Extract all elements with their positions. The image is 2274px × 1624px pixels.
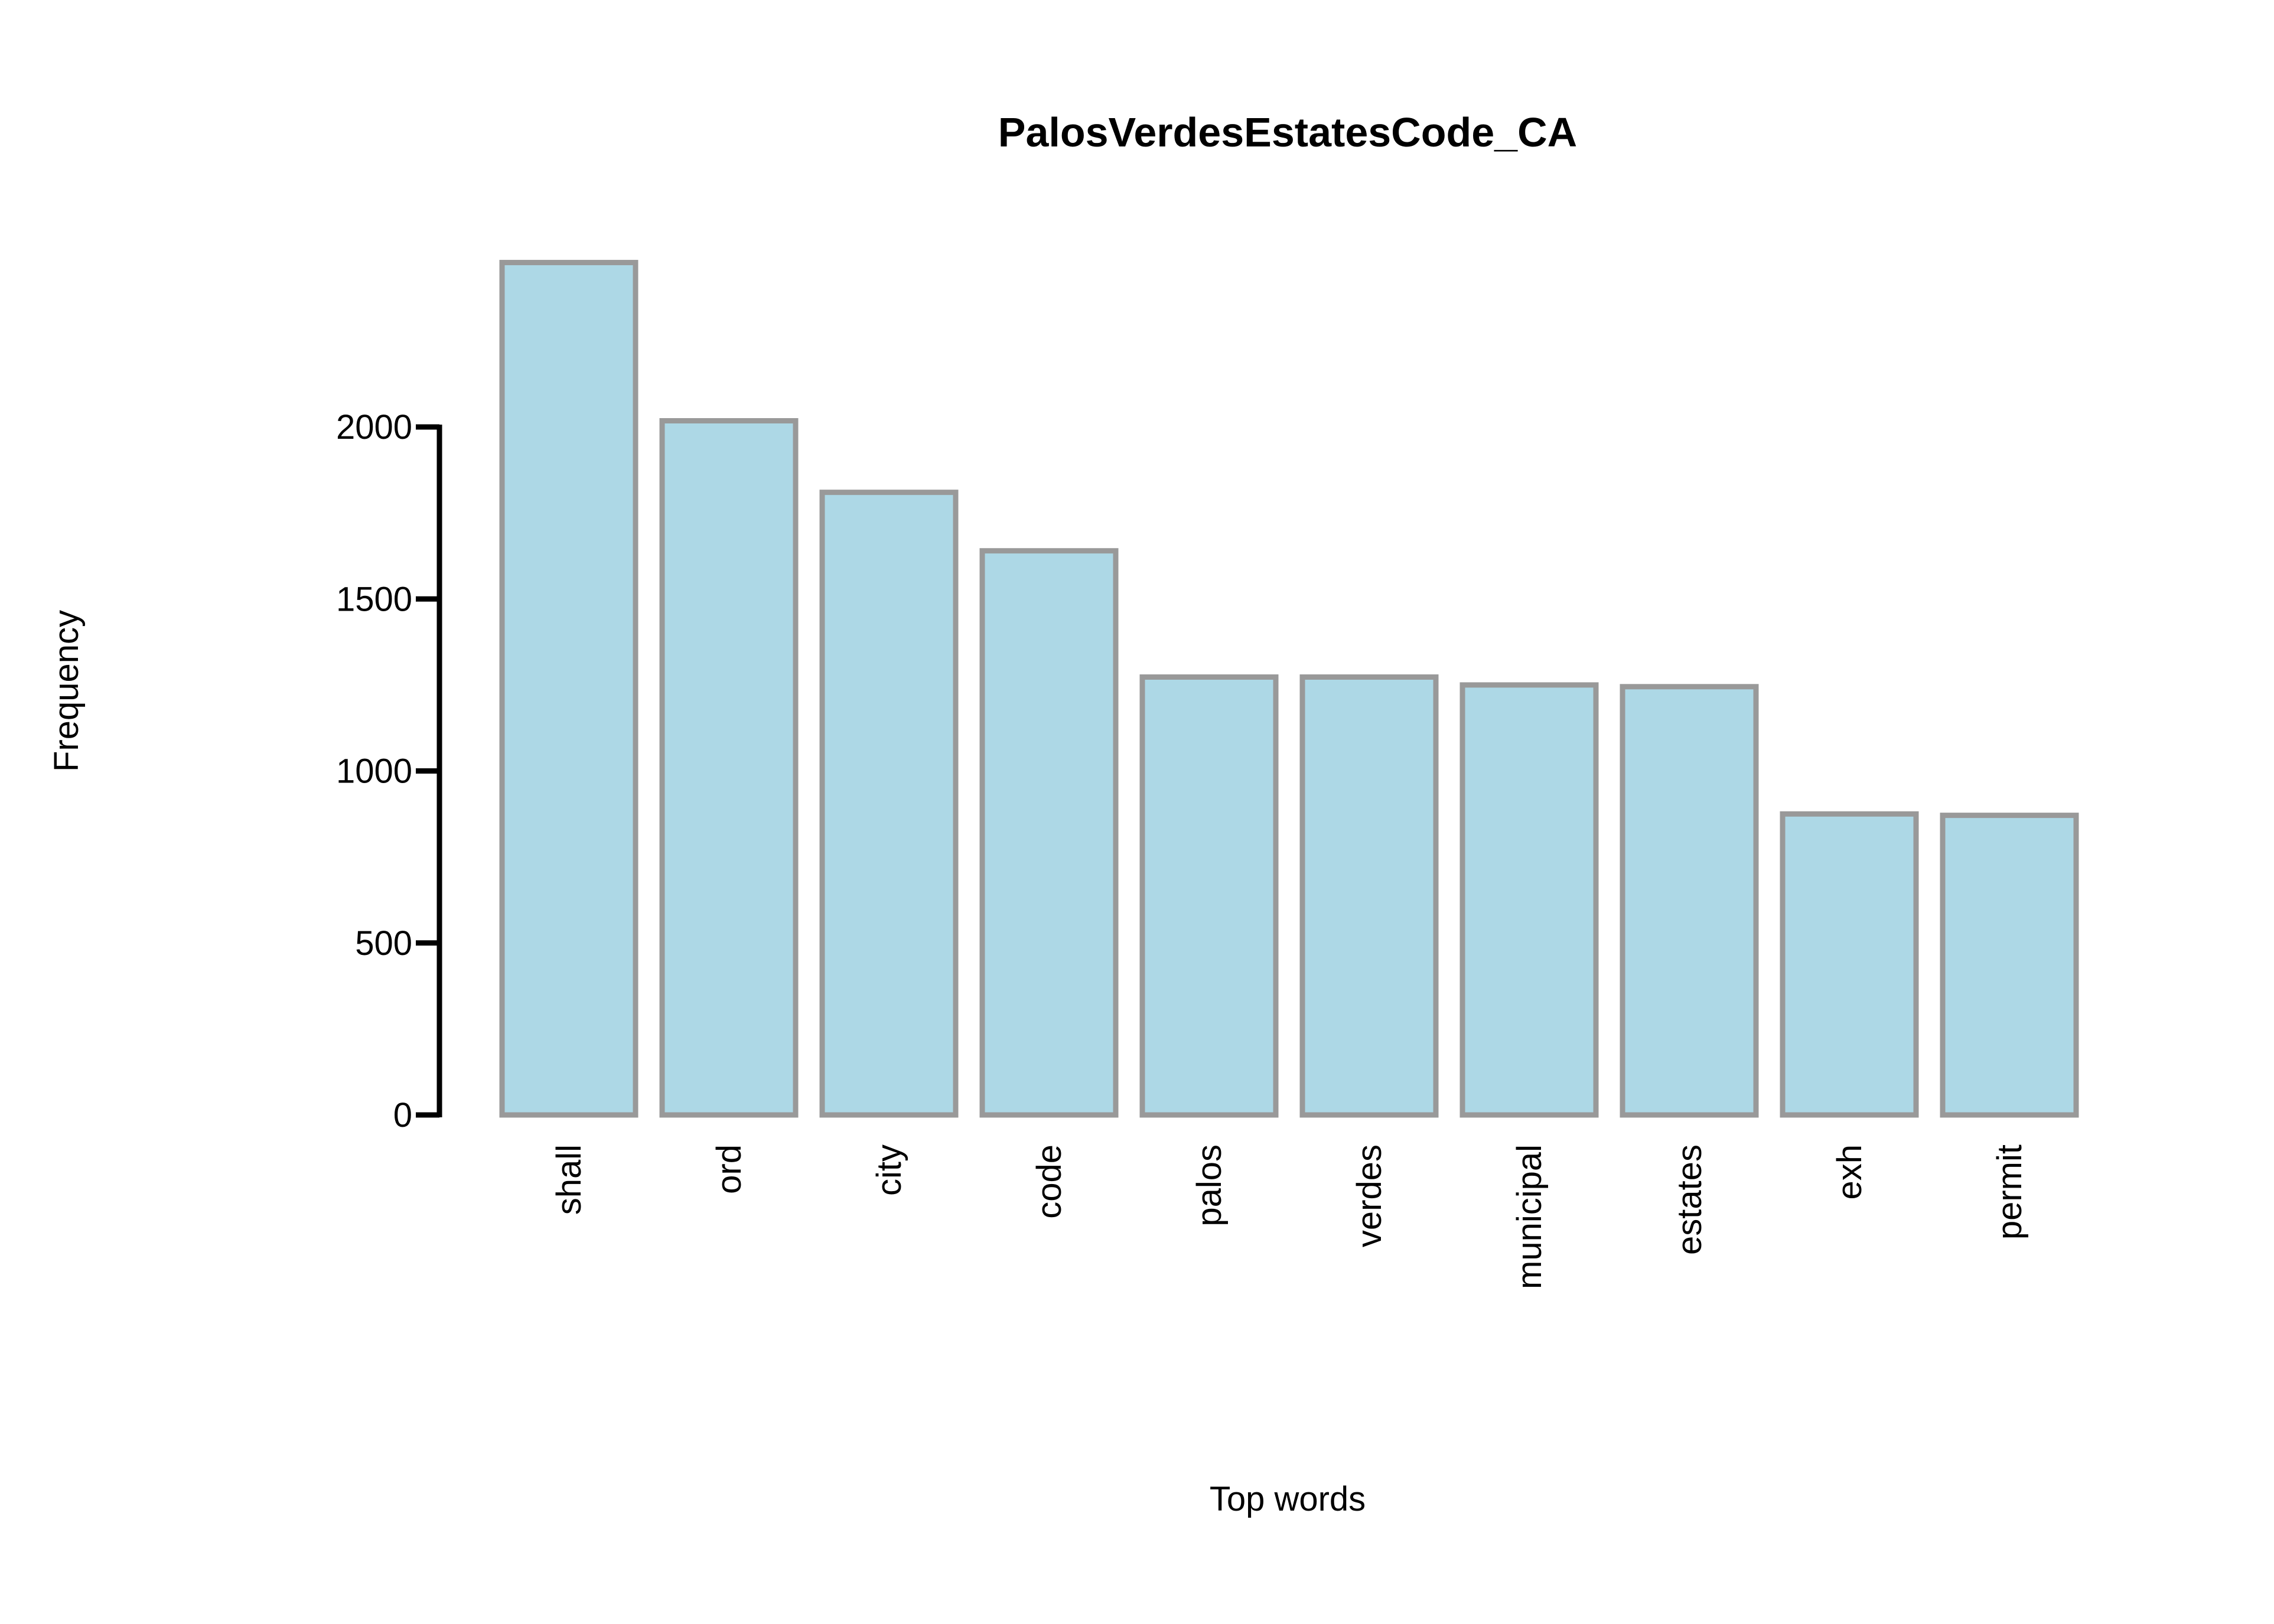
bar-estates — [1620, 684, 1759, 1118]
bar-verdes — [1299, 674, 1439, 1118]
x-tick-label-city: city — [870, 1144, 908, 1196]
x-tick-label-shall: shall — [550, 1144, 588, 1215]
x-tick-label-permit: permit — [1990, 1144, 2029, 1240]
bar-municipal — [1459, 682, 1599, 1118]
bar-city — [819, 490, 959, 1118]
x-tick-label-ord: ord — [710, 1144, 748, 1194]
y-tick-label: 0 — [393, 1096, 412, 1134]
bar-ord — [659, 418, 799, 1118]
chart-title: PalosVerdesEstatesCode_CA — [998, 109, 1577, 155]
y-tick-label: 1500 — [336, 580, 412, 618]
x-tick-label-exh: exh — [1830, 1144, 1869, 1200]
y-axis: 0 500 1000 1500 2000 — [336, 408, 442, 1134]
y-tick-label: 1000 — [336, 752, 412, 791]
bars-group — [499, 260, 2079, 1118]
x-tick-label-code: code — [1030, 1144, 1068, 1219]
y-tick-label: 2000 — [336, 408, 412, 446]
y-axis-title: Frequency — [47, 610, 86, 772]
x-axis-title: Top words — [1210, 1480, 1366, 1518]
x-tick-label-palos: palos — [1190, 1144, 1229, 1227]
x-tick-label-verdes: verdes — [1350, 1144, 1389, 1247]
bar-code — [979, 548, 1119, 1118]
category-labels-group: shall ord city code palos verdes municipal esta… — [550, 1144, 2029, 1289]
x-tick-label-estates: estates — [1670, 1144, 1709, 1255]
y-tick-label: 500 — [355, 924, 412, 963]
x-tick-label-municipal: municipal — [1510, 1144, 1549, 1289]
bar-palos — [1139, 674, 1279, 1118]
bar-exh — [1780, 811, 1919, 1118]
bar-permit — [1940, 813, 2079, 1118]
bar-shall — [499, 260, 638, 1118]
